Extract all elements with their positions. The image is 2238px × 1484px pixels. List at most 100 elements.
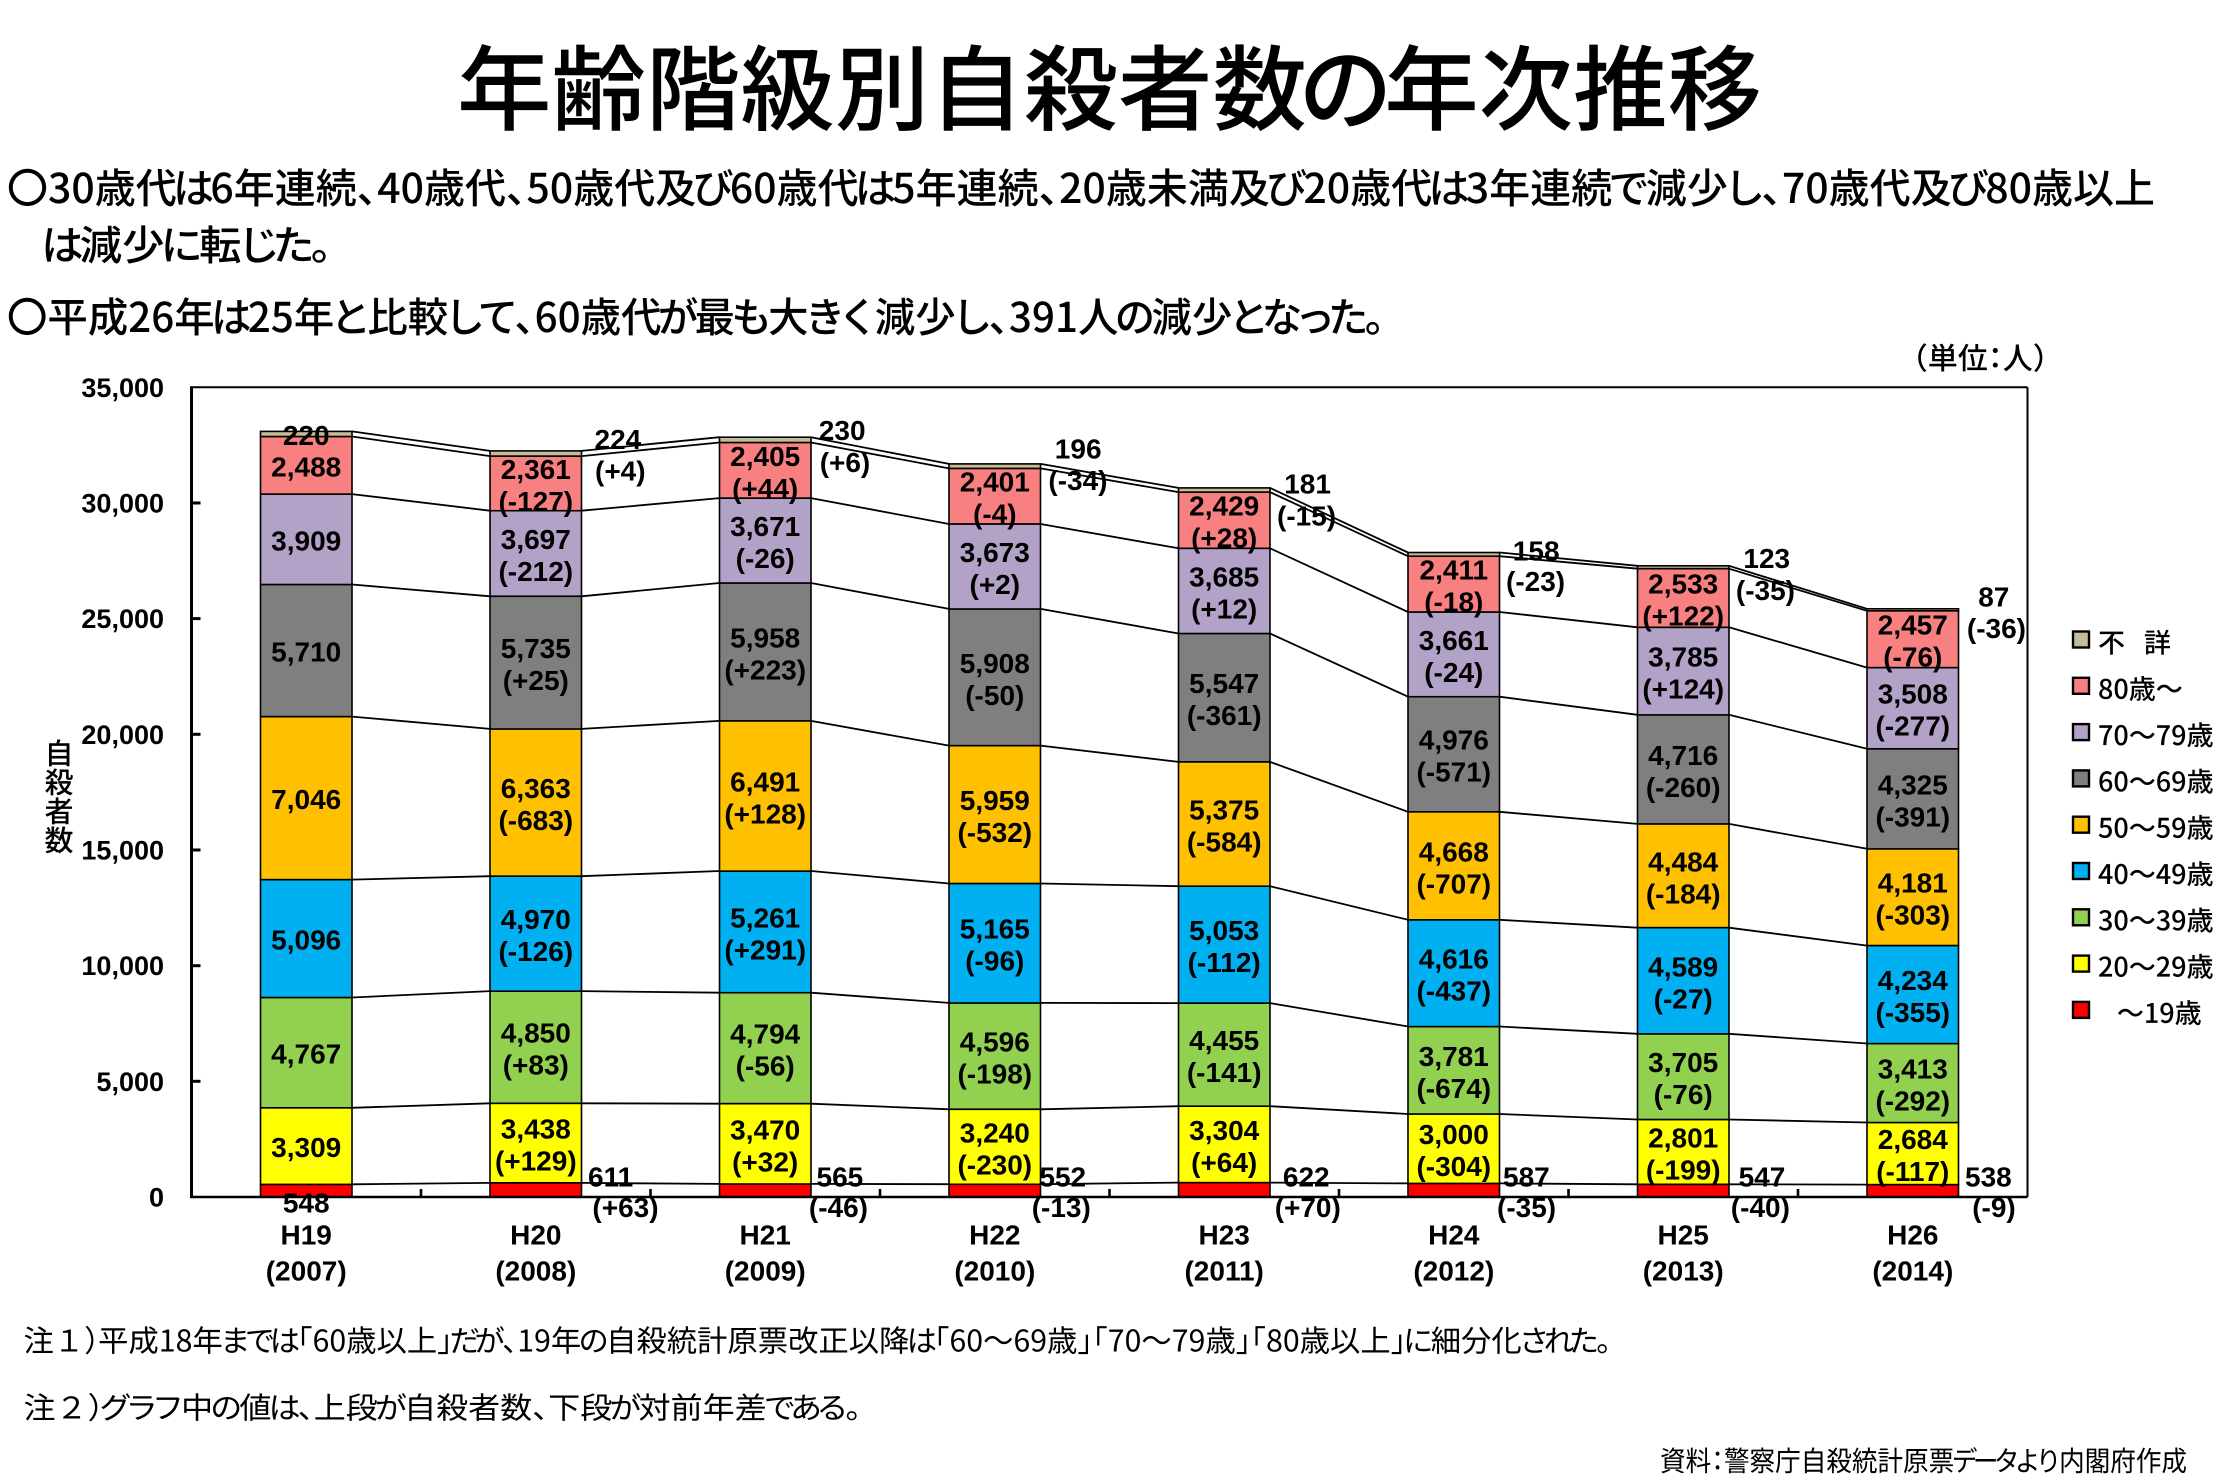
svg-text:2,401: 2,401 bbox=[960, 467, 1030, 498]
svg-text:4,181: 4,181 bbox=[1878, 868, 1948, 899]
svg-text:(-212): (-212) bbox=[498, 556, 573, 587]
svg-text:6,363: 6,363 bbox=[501, 773, 571, 804]
svg-text:3,309: 3,309 bbox=[271, 1132, 341, 1163]
svg-text:4,589: 4,589 bbox=[1648, 951, 1718, 982]
svg-text:H23: H23 bbox=[1199, 1220, 1250, 1251]
svg-text:5,000: 5,000 bbox=[96, 1067, 164, 1097]
svg-text:5,165: 5,165 bbox=[960, 914, 1030, 945]
svg-text:(2007): (2007) bbox=[266, 1256, 347, 1287]
svg-text:587: 587 bbox=[1503, 1161, 1550, 1192]
svg-text:181: 181 bbox=[1284, 469, 1331, 500]
svg-text:(-437): (-437) bbox=[1416, 976, 1491, 1007]
svg-text:(+2): (+2) bbox=[970, 569, 1021, 600]
svg-text:3,000: 3,000 bbox=[1419, 1119, 1489, 1150]
svg-text:(-117): (-117) bbox=[1876, 1156, 1949, 1187]
svg-text:(+223): (+223) bbox=[724, 655, 806, 686]
svg-text:(-584): (-584) bbox=[1187, 827, 1262, 858]
svg-text:(-198): (-198) bbox=[957, 1059, 1032, 1090]
svg-text:(2010): (2010) bbox=[954, 1256, 1035, 1287]
svg-text:3,240: 3,240 bbox=[960, 1117, 1030, 1148]
svg-text:(-199): (-199) bbox=[1646, 1154, 1721, 1185]
svg-text:2,488: 2,488 bbox=[271, 451, 341, 482]
svg-text:H20: H20 bbox=[510, 1220, 561, 1251]
svg-text:3,685: 3,685 bbox=[1189, 561, 1259, 592]
svg-text:(-35): (-35) bbox=[1736, 575, 1795, 606]
svg-text:(-184): (-184) bbox=[1646, 878, 1721, 909]
svg-text:(-361): (-361) bbox=[1187, 700, 1262, 731]
svg-text:(-112): (-112) bbox=[1188, 947, 1261, 978]
svg-text:(-277): (-277) bbox=[1875, 711, 1950, 742]
svg-text:5,053: 5,053 bbox=[1189, 915, 1259, 946]
svg-text:4,794: 4,794 bbox=[730, 1019, 800, 1050]
svg-text:(-292): (-292) bbox=[1875, 1086, 1950, 1117]
svg-text:3,470: 3,470 bbox=[730, 1114, 800, 1145]
svg-text:4,484: 4,484 bbox=[1648, 846, 1718, 877]
svg-text:(+124): (+124) bbox=[1642, 674, 1724, 705]
svg-text:5,710: 5,710 bbox=[271, 637, 341, 668]
svg-text:(-50): (-50) bbox=[965, 680, 1024, 711]
svg-text:(-571): (-571) bbox=[1416, 757, 1491, 788]
svg-text:(-40): (-40) bbox=[1731, 1192, 1790, 1223]
svg-text:(+291): (+291) bbox=[724, 934, 806, 965]
svg-text:2,684: 2,684 bbox=[1878, 1124, 1948, 1155]
svg-text:(-4): (-4) bbox=[973, 499, 1017, 530]
svg-text:(+12): (+12) bbox=[1191, 593, 1257, 624]
svg-text:2,361: 2,361 bbox=[501, 454, 571, 485]
svg-text:547: 547 bbox=[1739, 1161, 1786, 1192]
svg-text:(+25): (+25) bbox=[503, 665, 569, 696]
svg-text:5,096: 5,096 bbox=[271, 925, 341, 956]
svg-text:(+6): (+6) bbox=[820, 447, 871, 478]
svg-text:3,781: 3,781 bbox=[1419, 1041, 1489, 1072]
svg-text:(-35): (-35) bbox=[1497, 1192, 1556, 1223]
svg-text:5,735: 5,735 bbox=[501, 633, 571, 664]
svg-text:(-303): (-303) bbox=[1875, 900, 1950, 931]
svg-text:158: 158 bbox=[1513, 535, 1560, 566]
svg-text:3,705: 3,705 bbox=[1648, 1047, 1718, 1078]
svg-text:2,405: 2,405 bbox=[730, 441, 800, 472]
svg-text:(2009): (2009) bbox=[725, 1256, 806, 1287]
svg-text:(-27): (-27) bbox=[1654, 983, 1713, 1014]
svg-text:220: 220 bbox=[283, 420, 330, 451]
svg-text:(-26): (-26) bbox=[736, 543, 795, 574]
svg-text:(-96): (-96) bbox=[965, 946, 1024, 977]
svg-text:(+122): (+122) bbox=[1642, 601, 1724, 632]
svg-text:H24: H24 bbox=[1428, 1220, 1480, 1251]
svg-text:622: 622 bbox=[1283, 1161, 1330, 1192]
svg-text:4,455: 4,455 bbox=[1189, 1025, 1259, 1056]
svg-text:3,304: 3,304 bbox=[1189, 1115, 1259, 1146]
svg-text:(-532): (-532) bbox=[957, 817, 1032, 848]
svg-text:(-260): (-260) bbox=[1646, 772, 1721, 803]
svg-text:2,533: 2,533 bbox=[1648, 569, 1718, 600]
svg-text:4,596: 4,596 bbox=[960, 1027, 1030, 1058]
svg-text:(+129): (+129) bbox=[495, 1146, 577, 1177]
svg-text:(-46): (-46) bbox=[809, 1192, 868, 1223]
svg-text:(+83): (+83) bbox=[503, 1050, 569, 1081]
svg-text:4,976: 4,976 bbox=[1419, 725, 1489, 756]
svg-text:3,785: 3,785 bbox=[1648, 642, 1718, 673]
svg-text:(-76): (-76) bbox=[1654, 1079, 1713, 1110]
svg-text:4,716: 4,716 bbox=[1648, 740, 1718, 771]
svg-text:5,261: 5,261 bbox=[730, 902, 800, 933]
svg-text:3,413: 3,413 bbox=[1878, 1054, 1948, 1085]
svg-text:(-18): (-18) bbox=[1424, 587, 1483, 618]
svg-text:10,000: 10,000 bbox=[81, 951, 164, 981]
svg-text:25,000: 25,000 bbox=[81, 604, 164, 634]
svg-text:565: 565 bbox=[817, 1161, 864, 1192]
svg-text:(-230): (-230) bbox=[957, 1149, 1032, 1180]
svg-text:(2014): (2014) bbox=[1872, 1256, 1953, 1287]
svg-text:(2013): (2013) bbox=[1643, 1256, 1724, 1287]
svg-text:(+70): (+70) bbox=[1275, 1192, 1341, 1223]
svg-text:3,661: 3,661 bbox=[1419, 625, 1489, 656]
svg-text:5,908: 5,908 bbox=[960, 648, 1030, 679]
svg-text:611: 611 bbox=[588, 1161, 633, 1192]
svg-text:2,457: 2,457 bbox=[1878, 610, 1948, 641]
svg-text:(-355): (-355) bbox=[1875, 997, 1950, 1028]
svg-text:224: 224 bbox=[595, 424, 642, 455]
svg-text:(+44): (+44) bbox=[732, 473, 798, 504]
svg-text:(-76): (-76) bbox=[1883, 642, 1942, 673]
svg-text:(+4): (+4) bbox=[595, 456, 646, 487]
svg-text:(-9): (-9) bbox=[1972, 1192, 2016, 1223]
svg-text:4,616: 4,616 bbox=[1419, 944, 1489, 975]
svg-text:(-683): (-683) bbox=[498, 805, 573, 836]
svg-text:(-56): (-56) bbox=[736, 1051, 795, 1082]
